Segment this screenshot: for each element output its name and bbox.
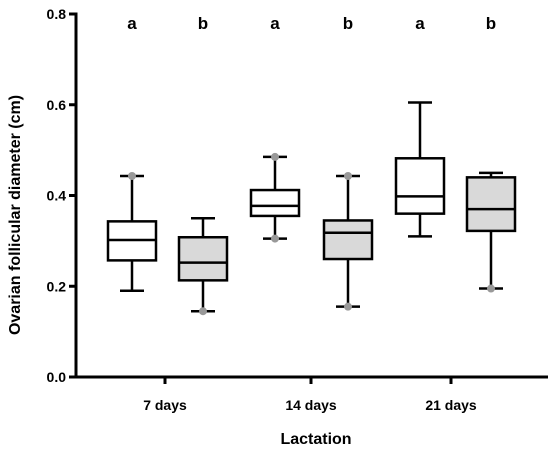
outlier-point: [271, 234, 279, 243]
box-group: [249, 152, 301, 243]
box-group: [465, 171, 517, 293]
y-tick-label: 0.6: [47, 97, 67, 113]
significance-letter: a: [415, 14, 425, 33]
significance-letter: b: [486, 14, 496, 33]
y-tick-label: 0.0: [47, 369, 67, 385]
box-iqr: [465, 176, 517, 233]
outlier-point: [199, 307, 207, 316]
y-axis-title: Ovarian follicular diameter (cm): [7, 95, 24, 335]
y-tick-label: 0.4: [47, 188, 67, 204]
significance-letter: b: [343, 14, 353, 33]
outlier-point: [128, 171, 136, 180]
significance-letter: a: [127, 14, 137, 33]
outlier-point: [344, 171, 352, 180]
axes-layer: 0.0 0.2 0.4 0.6 0.8 7 days 14 days 21 days: [47, 6, 548, 413]
significance-letter: b: [198, 14, 208, 33]
x-tick-label: 7 days: [143, 397, 187, 413]
x-tick-label: 21 days: [425, 397, 477, 413]
box-group: [394, 101, 446, 238]
x-tick-label: 14 days: [285, 397, 337, 413]
y-tick-label: 0.2: [47, 278, 67, 294]
box-group: [177, 216, 229, 316]
boxes-layer: [106, 101, 517, 316]
significance-letter: a: [270, 14, 280, 33]
box-group: [106, 171, 158, 293]
x-axis-title: Lactation: [280, 431, 351, 448]
box-iqr: [322, 219, 374, 261]
y-tick-label: 0.8: [47, 6, 67, 22]
outlier-point: [344, 302, 352, 311]
box-iqr: [394, 157, 446, 215]
outlier-point: [487, 284, 495, 293]
box-iqr: [177, 235, 229, 282]
box-group: [322, 171, 374, 311]
box-iqr: [249, 188, 301, 218]
outlier-point: [271, 152, 279, 161]
